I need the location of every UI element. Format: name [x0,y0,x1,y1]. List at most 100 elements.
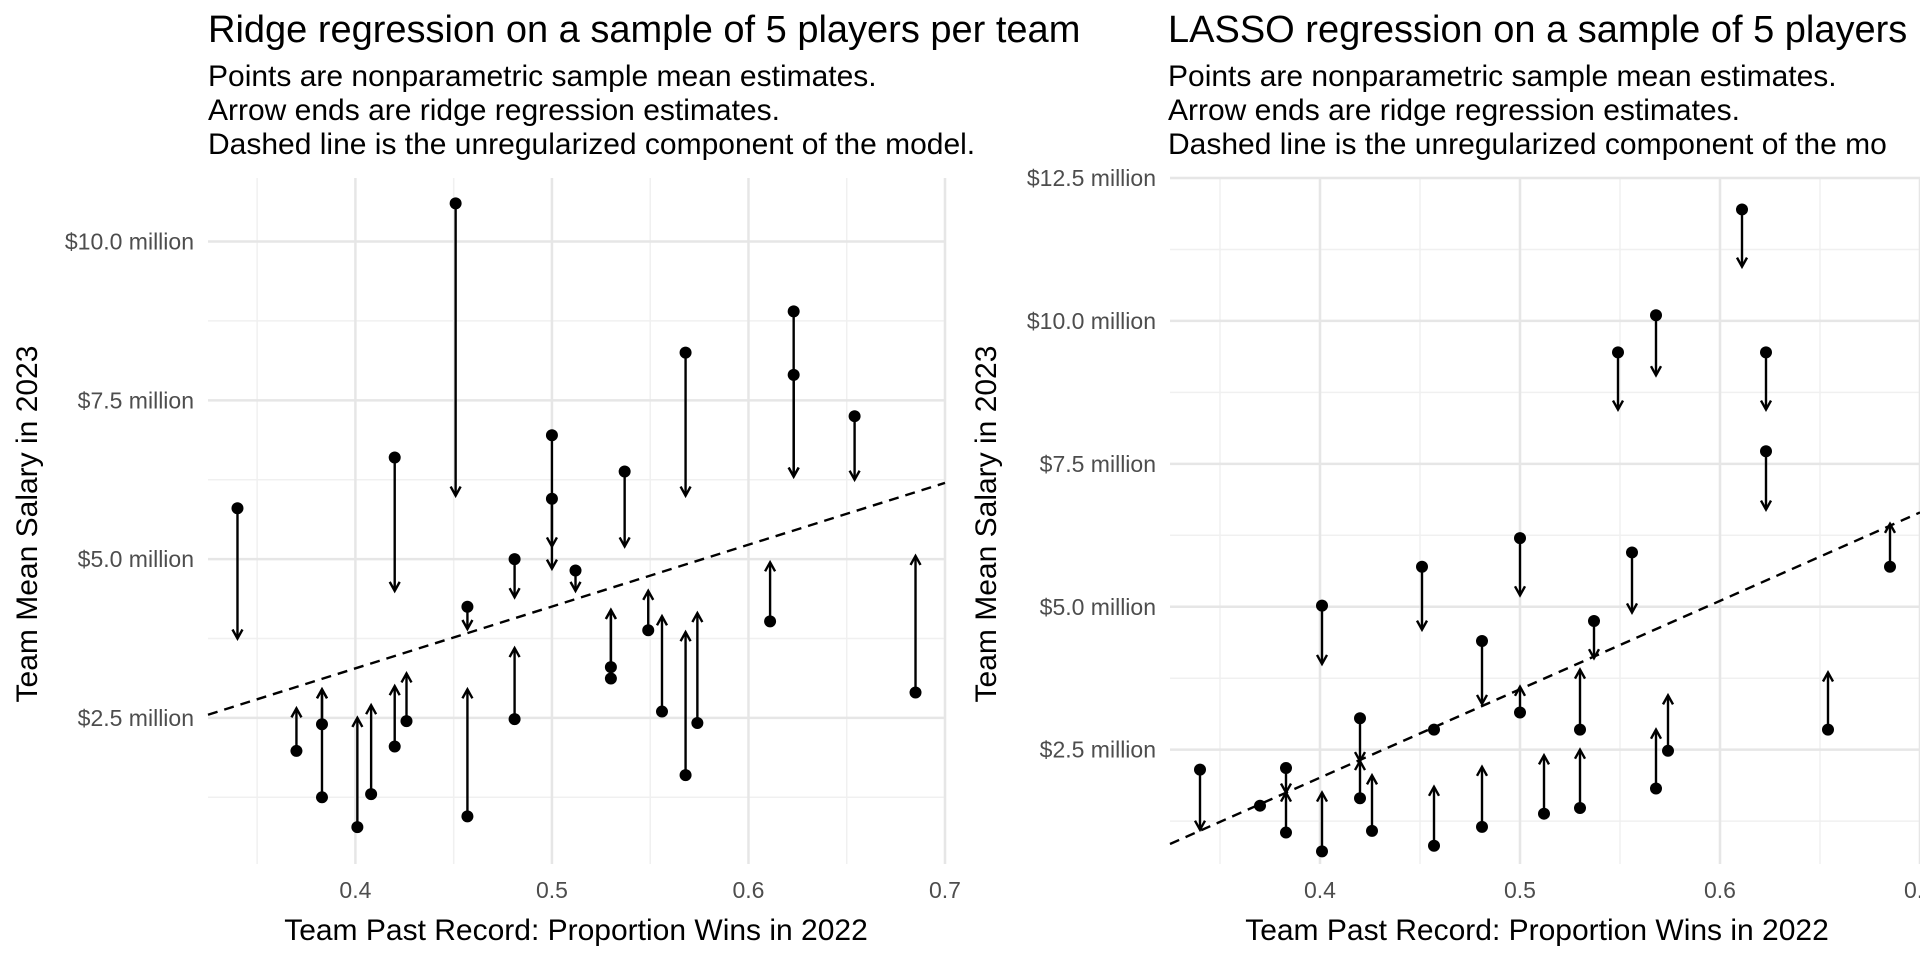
ridge-data-point [315,791,328,804]
ridge-data-point [909,686,922,699]
ridge-data-point [604,661,617,674]
ridge-y-tick-label: $7.5 million [78,387,194,413]
ridge-data-point [787,305,800,318]
lasso-data-point [1194,763,1206,776]
lasso-shrink-arrow [1735,209,1749,270]
ridge-x-tick-label: 0.5 [536,877,568,903]
ridge-data-point [545,492,558,505]
ridge-subtitle-line-3: Dashed line is the unregularized compone… [208,128,975,161]
lasso-shrink-arrow [1415,566,1429,633]
ridge-shrink-arrow [508,645,521,720]
lasso-data-point [1428,839,1440,852]
lasso-data-point [1626,546,1638,559]
lasso-shrink-arrow [1353,718,1367,764]
lasso-data-point [1514,532,1526,545]
lasso-shrink-arrow [1625,552,1639,615]
ridge-data-point [365,788,378,801]
lasso-shrink-arrow [1883,521,1897,567]
lasso-data-point [1574,723,1586,736]
ridge-data-point [231,502,244,515]
lasso-shrink-arrow [1537,752,1551,814]
ridge-x-axis-title: Team Past Record: Proportion Wins in 202… [284,914,868,947]
lasso-data-point [1538,807,1550,820]
ridge-shrink-arrow [679,352,692,499]
lasso-data-point [1254,799,1266,812]
lasso-shrink-arrow [1427,784,1441,846]
lasso-shrink-arrow [1587,621,1601,661]
ridge-data-point [679,346,692,359]
lasso-shrink-arrow [1649,315,1663,378]
lasso-title: LASSO regression on a sample of 5 player… [1168,9,1907,51]
ridge-subtitle-line-1: Points are nonparametric sample mean est… [208,60,877,93]
ridge-x-tick-label: 0.7 [929,877,961,903]
ridge-shrink-arrow [315,686,329,798]
lasso-y-tick-label: $10.0 million [1027,308,1156,334]
lasso-shrink-arrow [1353,758,1367,799]
ridge-y-tick-label: $10.0 million [65,229,194,255]
lasso-data-point [1366,824,1378,837]
lasso-data-point [1280,826,1292,839]
lasso-shrink-arrow [1573,667,1587,730]
ridge-shrink-arrow [691,610,704,723]
ridge-data-point [569,564,582,577]
lasso-shrink-arrow [1279,790,1293,833]
ridge-data-point [400,715,413,728]
ridge-y-axis-title: Team Mean Salary in 2023 [11,346,44,703]
ridge-data-point [508,553,521,566]
ridge-data-point [315,718,328,731]
ridge-shrink-arrow [764,559,777,622]
ridge-subtitle-line-2: Arrow ends are ridge regression estimate… [208,94,780,127]
ridge-data-point [388,451,401,464]
ridge-y-tick-label: $2.5 million [78,705,194,731]
lasso-x-axis-title: Team Past Record: Proportion Wins in 202… [1245,914,1829,947]
ridge-shrink-arrow [618,471,631,549]
lasso-data-point [1354,792,1366,805]
ridge-data-point [449,197,462,210]
lasso-shrink-arrow [1821,670,1835,730]
lasso-shrink-arrow [1193,769,1207,833]
lasso-shrink-arrow [1759,451,1773,513]
ridge-panel: Ridge regression on a sample of 5 player… [11,9,1080,947]
lasso-y-tick-label: $12.5 million [1027,165,1156,191]
lasso-data-point [1760,445,1772,458]
lasso-subtitle-line-2: Arrow ends are ridge regression estimate… [1168,94,1740,127]
lasso-data-point [1514,706,1526,719]
ridge-shrink-arrow [655,613,669,712]
lasso-x-tick-label: 0.6 [1704,877,1736,903]
lasso-x-tick-label: 0.5 [1504,877,1536,903]
lasso-x-tick-label: 0.7 [1904,877,1920,903]
ridge-shrink-arrow [545,498,558,572]
ridge-shrink-arrow [909,553,922,693]
lasso-data-point [1476,635,1488,648]
ridge-shrink-arrow [365,702,378,795]
lasso-data-point [1822,723,1834,736]
lasso-data-point [1574,801,1586,814]
ridge-data-point [351,821,364,834]
lasso-data-point [1612,346,1624,359]
lasso-panel: LASSO regression on a sample of 5 player… [970,9,1920,947]
lasso-y-tick-label: $7.5 million [1040,451,1156,477]
lasso-y-tick-label: $2.5 million [1040,737,1156,763]
ridge-data-point [764,615,777,628]
lasso-shrink-arrow [1475,641,1489,707]
ridge-shrink-arrow [388,457,401,594]
lasso-data-point [1884,560,1896,573]
lasso-shrink-arrow [1315,790,1329,852]
lasso-data-point [1650,309,1662,322]
ridge-data-point [604,672,617,685]
ridge-shrink-arrow [679,629,692,776]
ridge-shrink-arrow [508,559,521,600]
lasso-y-axis-title: Team Mean Salary in 2023 [970,346,1003,703]
ridge-shrink-arrow [290,705,303,751]
ridge-shrink-arrow [787,374,800,480]
lasso-data-point [1316,845,1328,858]
ridge-data-point [691,716,704,729]
lasso-subtitle-line-1: Points are nonparametric sample mean est… [1168,60,1837,93]
lasso-shrink-arrow [1315,605,1329,667]
lasso-subtitle-line-3: Dashed line is the unregularized compone… [1168,128,1887,161]
lasso-data-point [1662,744,1674,757]
lasso-data-point [1650,782,1662,795]
lasso-data-point [1280,761,1292,774]
ridge-data-point [655,705,668,718]
